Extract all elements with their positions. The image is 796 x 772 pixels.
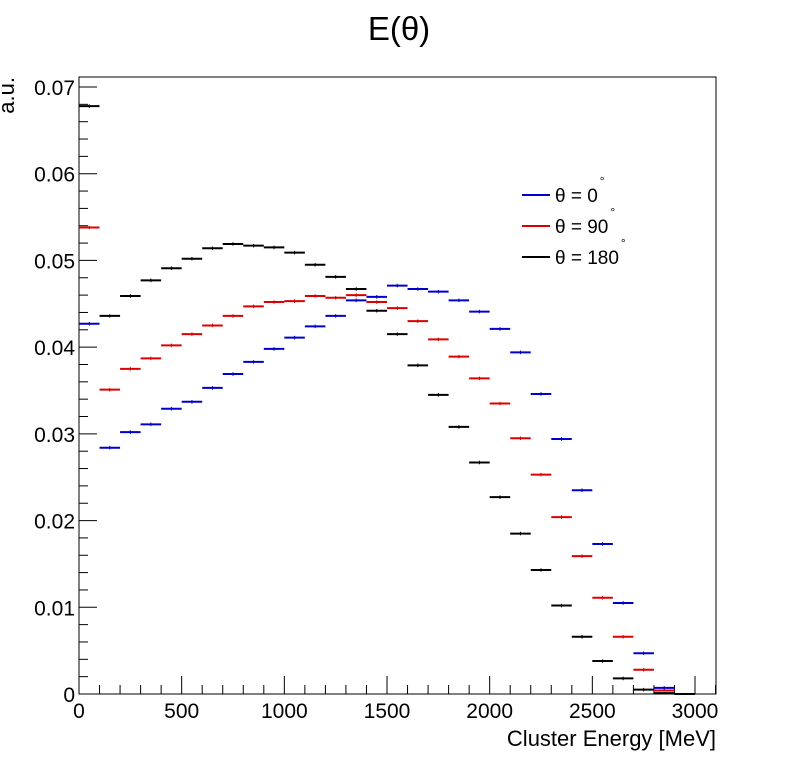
legend-degree-symbol: ° [610,205,615,219]
legend-label: θ = 0 [555,186,598,207]
legend-degree-symbol: ° [621,236,626,250]
x-tick-label: 1000 [261,700,308,723]
series-2 [79,104,695,695]
x-tick-label: 2500 [569,700,616,723]
series-0 [79,283,695,695]
y-axis-title: a.u. [0,77,19,114]
ticks-layer: 0 500 1000 1500 2000 2500 3000 0 0.01 0.02 0.03 0.0… [34,77,718,723]
x-tick-label: 2000 [466,700,513,723]
x-axis-title: Cluster Energy [MeV] [507,726,716,751]
y-tick-label: 0.01 [34,597,75,620]
legend-degree-symbol: ° [600,174,605,188]
legend-label: θ = 180 [555,248,619,269]
y-tick-label: 0.05 [34,250,75,273]
marks-layer [79,104,695,695]
x-tick-label: 0 [73,700,85,723]
x-tick-label: 500 [164,700,199,723]
y-tick-label: 0.02 [34,511,75,534]
x-tick-label: 3000 [672,700,719,723]
y-tick-label: 0.03 [34,424,75,447]
plot-frame [78,76,717,695]
y-tick-label: 0.07 [34,77,75,100]
y-tick-label: 0.06 [34,164,75,187]
y-tick-label: 0.04 [34,337,75,360]
legend: θ = 0°θ = 90°θ = 180° [522,174,626,269]
legend-label: θ = 90 [555,217,608,238]
x-tick-label: 1500 [364,700,411,723]
chart-title: E(θ) [368,10,430,47]
y-tick-label: 0 [63,684,75,707]
series-1 [79,225,695,695]
